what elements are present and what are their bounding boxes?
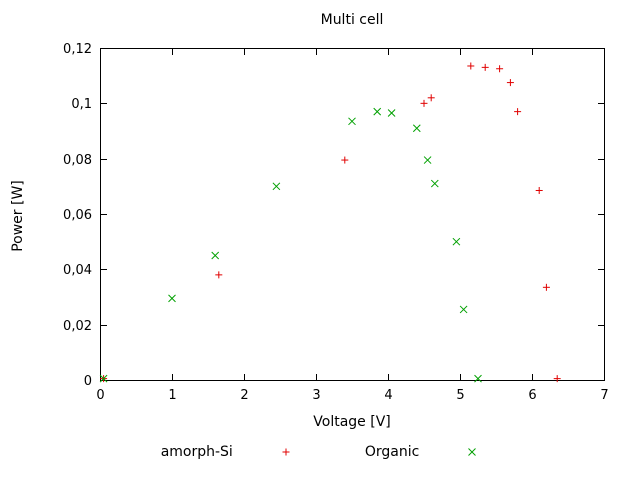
y-tick-label: 0,06 [63, 208, 92, 223]
x-tick-label: 3 [312, 388, 320, 403]
legend-label: amorph-Si [160, 444, 233, 460]
data-point-plus-icon [535, 186, 543, 194]
y-tick-label: 0,04 [63, 263, 92, 278]
data-point-plus-icon [542, 283, 550, 291]
plot-border [100, 48, 605, 381]
data-point-plus-icon [215, 271, 223, 279]
data-point-plus-icon [553, 375, 561, 383]
data-point-cross-icon [412, 124, 421, 133]
data-point-plus-icon [496, 65, 504, 73]
data-point-plus-icon [427, 94, 435, 102]
data-point-cross-icon [348, 117, 356, 126]
x-tick-label: 5 [456, 388, 464, 403]
data-point-plus-icon [341, 156, 349, 164]
data-point-cross-icon [168, 294, 176, 303]
series-amorph-Si [100, 62, 561, 383]
legend-item-amorph-Si: amorph-Si [161, 444, 293, 460]
legend-item-Organic: Organic [365, 444, 479, 460]
y-tick-label: 0,12 [63, 42, 92, 57]
plot-area: 0 1 2 3 4 5 6 7 0 0,02 0,04 0,06 0,08 0,1 0,12 [63, 42, 609, 403]
legend-marker-cross-icon [468, 448, 477, 456]
data-point-plus-icon [514, 108, 522, 116]
data-point-cross-icon [474, 374, 482, 383]
data-point-plus-icon [506, 79, 514, 87]
data-point-cross-icon [452, 237, 461, 246]
y-tick-label: 0,08 [63, 153, 92, 168]
data-point-cross-icon [387, 109, 396, 117]
x-tick-label: 4 [384, 388, 392, 403]
series-Organic [99, 107, 482, 383]
x-tick-label: 0 [96, 388, 104, 403]
x-tick-label: 6 [528, 388, 536, 403]
chart-title: Multi cell [320, 12, 384, 28]
data-point-plus-icon [467, 62, 475, 70]
legend: amorph-Si Organic [0, 444, 640, 460]
y-tick-label: 0,02 [63, 319, 92, 334]
data-point-cross-icon [272, 182, 281, 191]
data-point-cross-icon [373, 107, 382, 116]
x-axis-title: Voltage [V] [313, 414, 391, 430]
data-point-cross-icon [430, 179, 439, 188]
y-tick-label: 0 [84, 374, 92, 389]
x-tick-label: 7 [600, 388, 608, 403]
legend-marker-plus-icon [282, 448, 290, 456]
data-point-cross-icon [99, 374, 108, 383]
data-point-cross-icon [459, 305, 468, 314]
data-point-cross-icon [423, 156, 432, 164]
x-tick-label: 2 [240, 388, 248, 403]
data-point-cross-icon [211, 251, 220, 260]
x-tick-label: 1 [168, 388, 176, 403]
data-point-plus-icon [481, 63, 489, 71]
y-tick-label: 0,1 [71, 97, 92, 112]
legend-label: Organic [364, 444, 420, 460]
data-point-plus-icon [420, 99, 428, 107]
